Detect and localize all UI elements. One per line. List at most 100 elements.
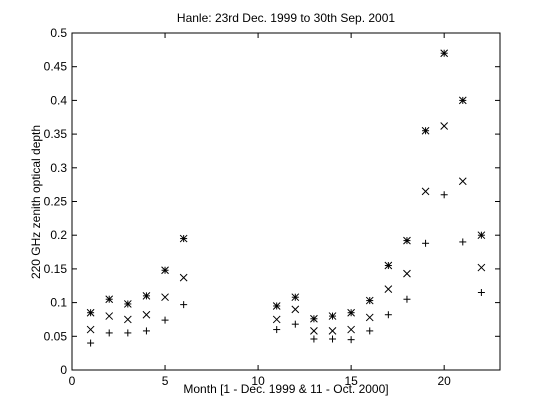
x-stroke (403, 269, 411, 278)
x-stroke (291, 293, 300, 302)
data-point-x-series-2 (310, 327, 318, 335)
data-points (86, 49, 486, 347)
data-point-plus-series-3 (347, 336, 355, 344)
data-point-x-series-2 (123, 315, 132, 324)
x-stroke (161, 293, 169, 302)
x-stroke (347, 325, 355, 334)
data-point-star-series-1 (310, 314, 318, 323)
x-tick-label: 20 (437, 374, 451, 388)
data-point-star-series-1 (272, 302, 281, 310)
x-stroke (161, 266, 169, 275)
x-stroke (272, 315, 281, 324)
data-point-star-series-1 (365, 296, 374, 305)
x-tick-label: 5 (162, 374, 169, 388)
x-stroke (86, 308, 95, 317)
data-point-x-series-2 (105, 312, 114, 320)
y-tick-label: 0.3 (50, 161, 67, 175)
data-point-star-series-1 (328, 312, 337, 320)
data-point-star-series-1 (105, 295, 114, 304)
x-stroke (403, 236, 411, 245)
data-point-x-series-2 (161, 293, 169, 302)
data-point-star-series-1 (458, 96, 467, 105)
y-tick-label: 0.15 (44, 262, 68, 276)
chart-title: Hanle: 23rd Dec. 1999 to 30th Sep. 2001 (177, 11, 395, 25)
x-stroke (458, 96, 467, 105)
data-point-plus-series-3 (105, 329, 113, 337)
data-point-plus-series-3 (422, 239, 430, 247)
x-stroke (347, 308, 355, 317)
x-stroke (328, 327, 337, 335)
data-point-star-series-1 (142, 292, 151, 300)
x-stroke (365, 313, 374, 322)
data-point-x-series-2 (347, 325, 355, 334)
x-stroke (123, 315, 132, 324)
y-tick-label: 0.45 (44, 60, 68, 74)
data-point-star-series-1 (421, 126, 430, 135)
y-tick-label: 0.1 (50, 296, 67, 310)
x-stroke (384, 261, 393, 270)
y-tick-label: 0.2 (50, 228, 67, 242)
x-stroke (365, 296, 374, 305)
data-point-plus-series-3 (291, 320, 299, 328)
axes: 0 5 10 15 20 0 0.05 0.1 0.15 0.2 0.25 0.3 0.35 0.4 0.4… (44, 26, 500, 388)
data-point-star-series-1 (440, 49, 449, 58)
data-point-star-series-1 (384, 261, 393, 270)
x-tick-label: 0 (69, 374, 76, 388)
y-tick-label: 0.05 (44, 329, 68, 343)
data-point-x-series-2 (272, 315, 281, 324)
y-tick-label: 0.25 (44, 195, 68, 209)
data-point-plus-series-3 (366, 327, 374, 335)
data-point-x-series-2 (384, 285, 393, 293)
x-tick-label: 10 (251, 374, 265, 388)
y-tick-label: 0 (60, 363, 67, 377)
x-stroke (86, 325, 95, 334)
data-point-plus-series-3 (477, 288, 485, 296)
x-stroke (310, 314, 318, 323)
data-point-star-series-1 (477, 231, 486, 240)
data-point-plus-series-3 (403, 295, 411, 303)
data-point-star-series-1 (403, 236, 411, 245)
data-point-plus-series-3 (161, 316, 169, 324)
x-stroke (142, 310, 151, 319)
x-axis-label: Month [1 - Dec. 1999 & 11 - Oct. 2000] (183, 382, 388, 396)
data-point-plus-series-3 (459, 238, 467, 246)
data-point-x-series-2 (179, 273, 188, 282)
y-tick-label: 0.4 (50, 93, 67, 107)
data-point-star-series-1 (161, 266, 169, 275)
x-stroke (310, 327, 318, 335)
data-point-plus-series-3 (273, 326, 281, 334)
x-stroke (440, 122, 449, 130)
data-point-plus-series-3 (142, 327, 150, 335)
data-point-x-series-2 (328, 327, 337, 335)
y-tick-label: 0.5 (50, 26, 67, 40)
data-point-star-series-1 (123, 300, 132, 308)
x-stroke (477, 231, 486, 240)
x-stroke (328, 312, 337, 320)
plot-area (71, 32, 501, 371)
x-stroke (179, 234, 188, 243)
data-point-x-series-2 (291, 305, 300, 314)
data-point-x-series-2 (421, 187, 430, 196)
x-stroke (458, 177, 467, 186)
x-stroke (291, 305, 300, 314)
x-stroke (123, 300, 132, 308)
data-point-plus-series-3 (87, 339, 95, 347)
data-point-plus-series-3 (180, 301, 188, 309)
x-tick-label: 15 (344, 374, 358, 388)
data-point-star-series-1 (86, 308, 95, 317)
data-point-x-series-2 (365, 313, 374, 322)
data-point-plus-series-3 (124, 329, 132, 337)
x-stroke (179, 273, 188, 282)
x-stroke (477, 263, 486, 272)
data-point-x-series-2 (403, 269, 411, 278)
data-point-x-series-2 (440, 122, 449, 130)
data-point-plus-series-3 (440, 191, 448, 199)
x-stroke (421, 126, 430, 135)
data-point-plus-series-3 (384, 311, 392, 319)
y-tick-label: 0.35 (44, 127, 68, 141)
data-point-x-series-2 (86, 325, 95, 334)
data-point-star-series-1 (291, 293, 300, 302)
y-axis-label: 220 GHz zenith optical depth (29, 125, 43, 279)
data-point-plus-series-3 (310, 335, 318, 343)
